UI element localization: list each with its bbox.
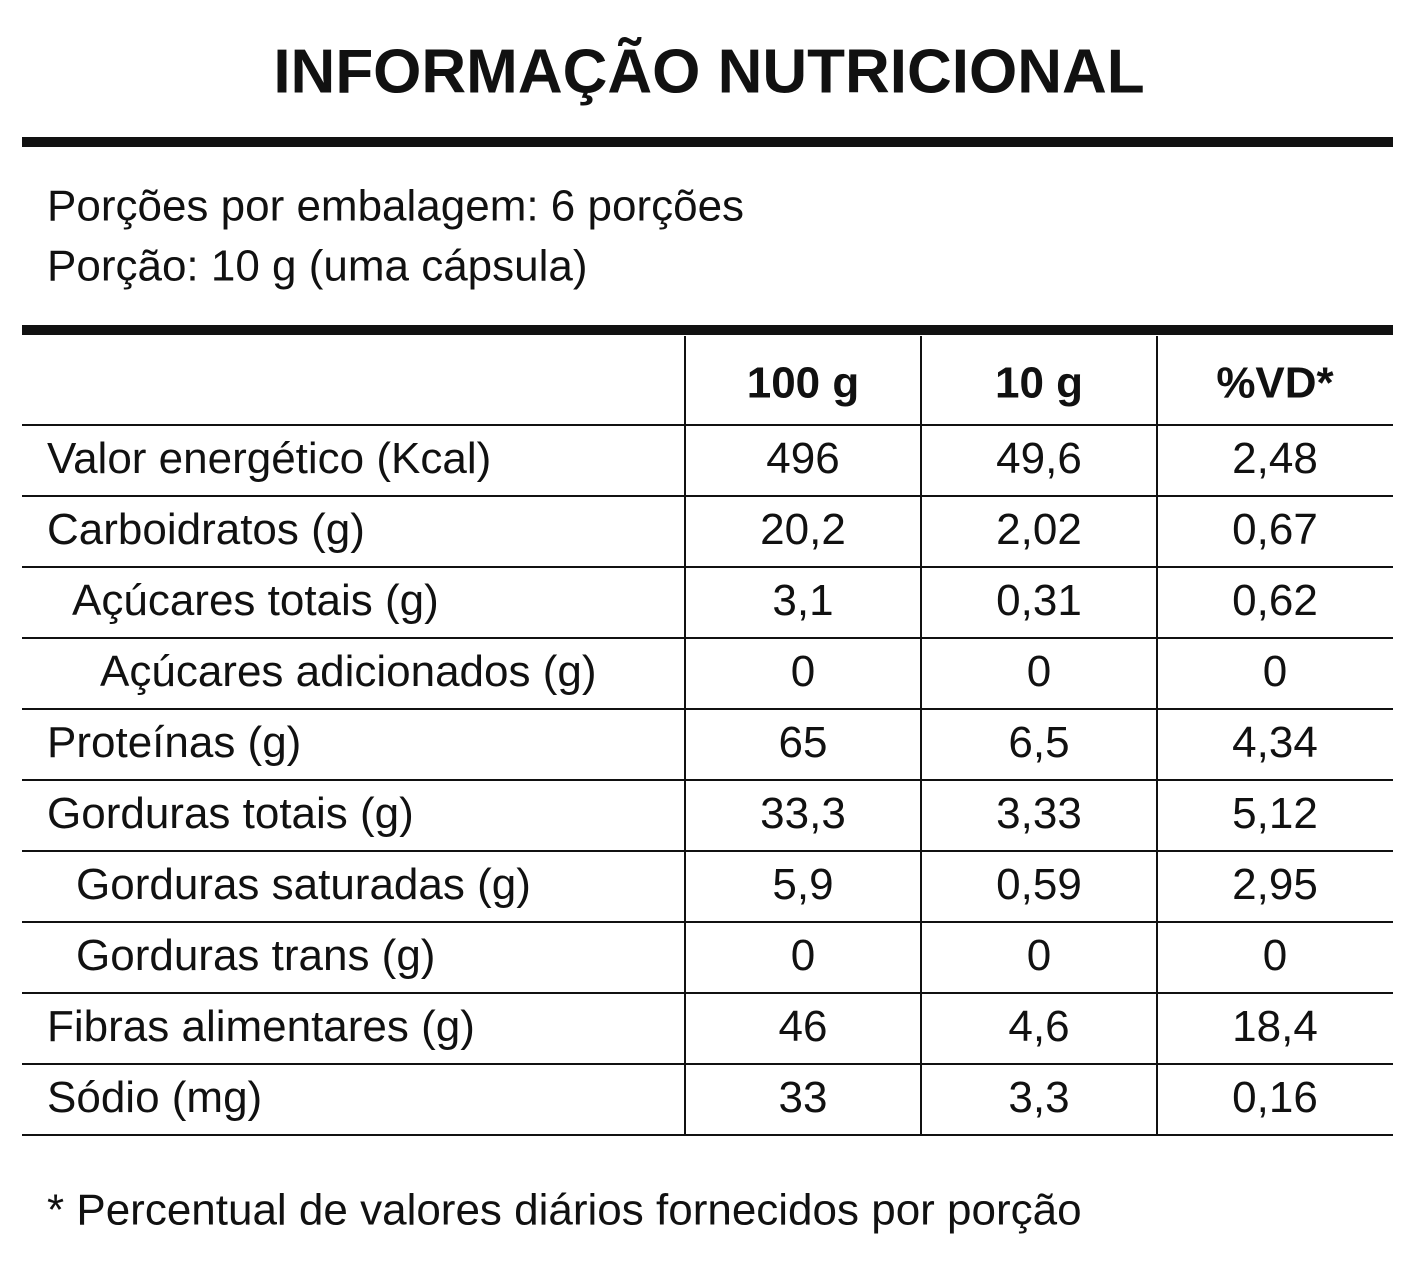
serving-line: Porção: 10 g (uma cápsula) — [47, 242, 588, 291]
nutrient-value: 3,33 — [996, 789, 1082, 838]
nutrient-value: 0 — [1263, 931, 1287, 980]
nutrient-value: 6,5 — [1008, 718, 1069, 767]
nutrient-value: 33 — [779, 1073, 828, 1122]
title: INFORMAÇÃO NUTRICIONAL — [273, 37, 1144, 106]
footnote: * Percentual de valores diários fornecid… — [47, 1186, 1082, 1235]
nutrient-name: Açúcares adicionados (g) — [100, 647, 596, 696]
column-header: %VD* — [1216, 359, 1334, 408]
nutrient-value: 0,31 — [996, 576, 1082, 625]
nutrient-value: 46 — [779, 1002, 828, 1051]
nutrient-value: 0,67 — [1232, 505, 1318, 554]
nutrient-name: Açúcares totais (g) — [72, 576, 439, 625]
nutrient-name: Fibras alimentares (g) — [47, 1002, 475, 1051]
nutrient-name: Gorduras saturadas (g) — [76, 860, 531, 909]
nutrient-value: 0 — [791, 647, 815, 696]
nutrient-value: 3,3 — [1008, 1073, 1069, 1122]
nutrient-value: 2,95 — [1232, 860, 1318, 909]
nutrient-name: Sódio (mg) — [47, 1073, 262, 1122]
nutrient-value: 4,34 — [1232, 718, 1318, 767]
nutrient-value: 0 — [1027, 647, 1051, 696]
serving-line: Porções por embalagem: 6 porções — [47, 182, 744, 231]
nutrient-value: 0,59 — [996, 860, 1082, 909]
nutrient-value: 5,12 — [1232, 789, 1318, 838]
nutrient-name: Carboidratos (g) — [47, 505, 365, 554]
nutrient-name: Gorduras trans (g) — [76, 931, 435, 980]
nutrient-value: 3,1 — [772, 576, 833, 625]
nutrient-name: Proteínas (g) — [47, 718, 301, 767]
nutrient-value: 0 — [1027, 931, 1051, 980]
nutrient-value: 18,4 — [1232, 1002, 1318, 1051]
nutrient-name: Gorduras totais (g) — [47, 789, 414, 838]
nutrient-value: 33,3 — [760, 789, 846, 838]
nutrient-value: 0,16 — [1232, 1073, 1318, 1122]
nutrient-value: 2,02 — [996, 505, 1082, 554]
nutrient-value: 0 — [791, 931, 815, 980]
nutrient-value: 2,48 — [1232, 434, 1318, 483]
nutrient-value: 0 — [1263, 647, 1287, 696]
nutrient-value: 496 — [766, 434, 839, 483]
nutrient-value: 0,62 — [1232, 576, 1318, 625]
column-header: 100 g — [747, 359, 860, 408]
nutrient-value: 20,2 — [760, 505, 846, 554]
nutrient-value: 49,6 — [996, 434, 1082, 483]
nutrient-value: 5,9 — [772, 860, 833, 909]
column-header: 10 g — [995, 359, 1083, 408]
nutrient-value: 65 — [779, 718, 828, 767]
nutrient-name: Valor energético (Kcal) — [47, 434, 491, 483]
nutrient-value: 4,6 — [1008, 1002, 1069, 1051]
